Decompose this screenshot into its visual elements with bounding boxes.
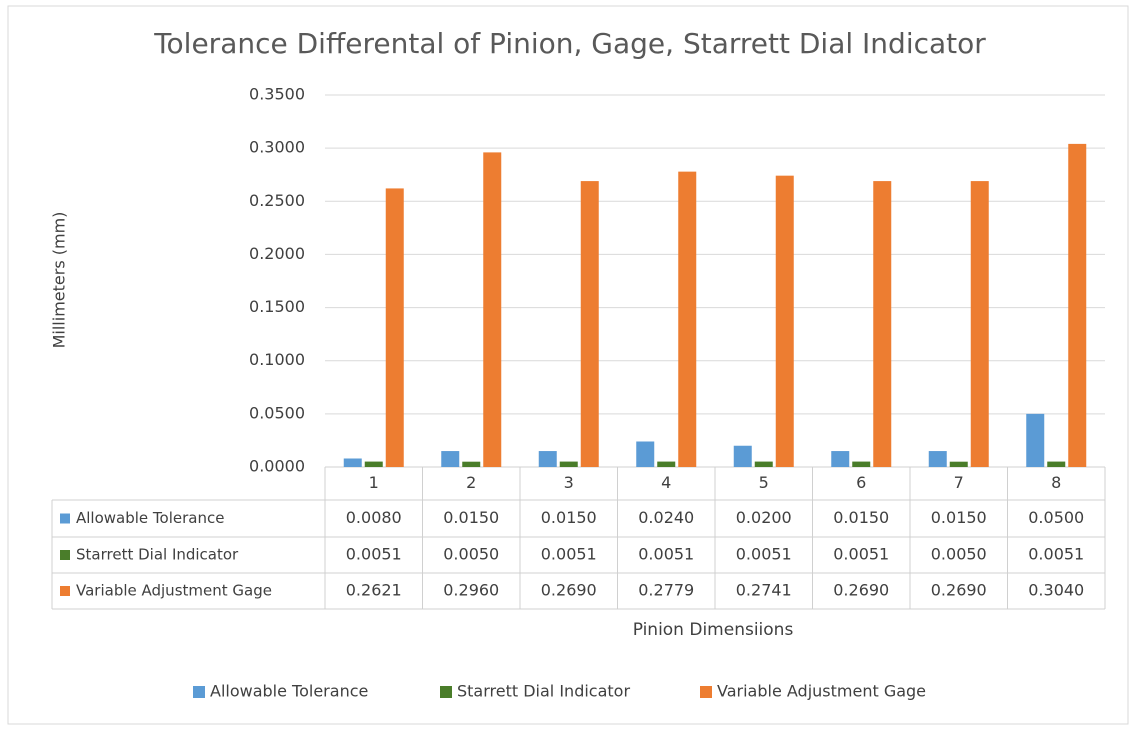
x-tick-label: 5: [759, 473, 769, 492]
table-series-name: Variable Adjustment Gage: [76, 582, 272, 600]
table-value: 0.0500: [1028, 508, 1084, 527]
bar: [1068, 143, 1087, 468]
table-value: 0.0150: [541, 508, 597, 527]
legend-swatch: [193, 686, 205, 698]
bar: [1047, 461, 1066, 467]
table-value: 0.2779: [638, 581, 694, 600]
table-series-name: Starrett Dial Indicator: [76, 546, 239, 564]
y-tick-label: 0.3500: [249, 85, 305, 104]
x-tick-label: 2: [466, 473, 476, 492]
x-tick-label: 3: [564, 473, 574, 492]
table-value: 0.0051: [833, 545, 889, 564]
legend-swatch: [700, 686, 712, 698]
bar: [970, 181, 989, 467]
y-tick-label: 0.2500: [249, 191, 305, 210]
table-value: 0.0200: [736, 508, 792, 527]
y-tick-label: 0.0500: [249, 403, 305, 422]
bar: [343, 458, 362, 467]
x-tick-label: 4: [661, 473, 671, 492]
x-tick-label: 7: [954, 473, 964, 492]
x-tick-label: 8: [1051, 473, 1061, 492]
bar: [775, 175, 794, 468]
x-axis-label: Pinion Dimensiions: [633, 620, 794, 640]
legend-label: Variable Adjustment Gage: [717, 682, 926, 701]
legend-label: Starrett Dial Indicator: [457, 682, 630, 701]
y-tick-label: 0.1500: [249, 297, 305, 316]
table-legend-key: [60, 550, 70, 560]
legend-label: Allowable Tolerance: [210, 682, 368, 701]
table-value: 0.2741: [736, 581, 792, 600]
table-value: 0.0240: [638, 508, 694, 527]
y-tick-label: 0.1000: [249, 350, 305, 369]
x-tick-label: 6: [856, 473, 866, 492]
bar: [1026, 413, 1045, 467]
bar: [559, 461, 578, 467]
legend-swatch: [440, 686, 452, 698]
bar: [385, 188, 404, 467]
table-value: 0.3040: [1028, 581, 1084, 600]
y-tick-label: 0.2000: [249, 244, 305, 263]
bar: [733, 445, 752, 467]
table-value: 0.0051: [638, 545, 694, 564]
table-value: 0.0051: [1028, 545, 1084, 564]
table-value: 0.0150: [833, 508, 889, 527]
bar: [657, 461, 676, 467]
bar: [852, 461, 871, 467]
bar: [754, 461, 773, 467]
y-axis-label: Millimeters (mm): [50, 212, 69, 349]
table-value: 0.0080: [346, 508, 402, 527]
table-value: 0.0050: [931, 545, 987, 564]
x-tick-label: 1: [369, 473, 379, 492]
table-value: 0.0051: [736, 545, 792, 564]
bar: [580, 181, 599, 467]
table-value: 0.2690: [541, 581, 597, 600]
table-value: 0.2690: [833, 581, 889, 600]
chart-title: Tolerance Differental of Pinion, Gage, S…: [153, 27, 986, 60]
table-value: 0.0050: [443, 545, 499, 564]
table-value: 0.0150: [443, 508, 499, 527]
bar: [636, 441, 655, 467]
table-value: 0.2960: [443, 581, 499, 600]
bar: [949, 461, 968, 467]
table-value: 0.0051: [541, 545, 597, 564]
bar: [462, 461, 481, 467]
bar: [364, 461, 383, 467]
table-legend-key: [60, 513, 70, 524]
table-series-name: Allowable Tolerance: [76, 509, 224, 527]
table-value: 0.0150: [931, 508, 987, 527]
bar: [873, 181, 892, 467]
y-tick-label: 0.0000: [249, 457, 305, 476]
bar: [441, 451, 460, 467]
chart-border: [7, 5, 1129, 725]
table-value: 0.2690: [931, 581, 987, 600]
bar: [831, 451, 850, 467]
bar: [928, 451, 947, 467]
y-tick-label: 0.3000: [249, 138, 305, 157]
bar: [678, 171, 697, 467]
bar: [538, 451, 557, 467]
table-legend-key: [60, 586, 70, 596]
bar: [483, 152, 502, 467]
table-value: 0.2621: [346, 581, 402, 600]
table-value: 0.0051: [346, 545, 402, 564]
